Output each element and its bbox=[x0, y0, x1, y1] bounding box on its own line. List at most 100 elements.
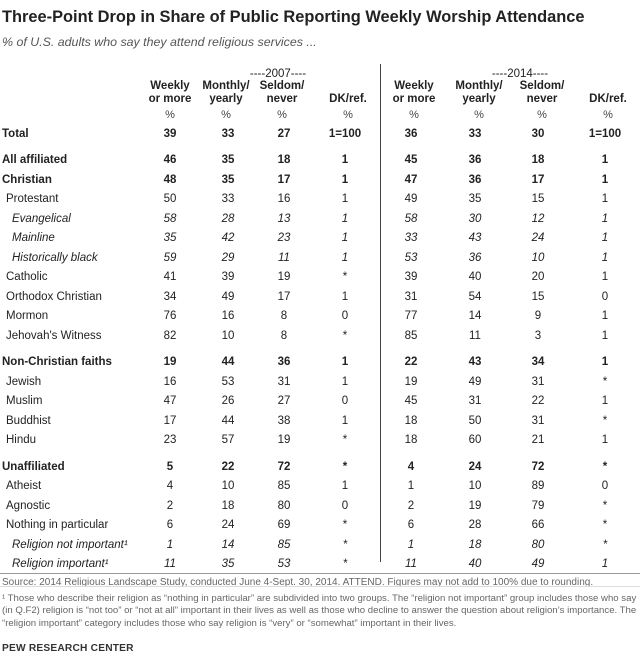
cell-y2007-3: * bbox=[342, 271, 348, 284]
cell-y2014-3: 1=100 bbox=[588, 127, 622, 140]
cell-y2007-1: 10 bbox=[221, 480, 235, 493]
cell-y2014-2: 80 bbox=[531, 538, 545, 551]
cell-y2007-1: 44 bbox=[221, 356, 235, 369]
footnote: ¹ Those who describe their religion as “… bbox=[2, 593, 637, 629]
cell-y2014-0: 53 bbox=[404, 251, 418, 264]
cell-y2007-3: 1 bbox=[341, 251, 349, 264]
cell-y2014-0: 19 bbox=[404, 375, 418, 388]
row-label: Unaffiliated bbox=[2, 460, 65, 473]
cell-y2007-1: 49 bbox=[221, 290, 235, 303]
row-label: Hindu bbox=[6, 434, 37, 447]
cell-y2014-1: 36 bbox=[468, 173, 482, 186]
cell-y2014-0: 11 bbox=[405, 558, 417, 571]
cell-y2014-2: 15 bbox=[531, 290, 545, 303]
table-row: Buddhist 17 44 38 1 18 50 31 * bbox=[0, 411, 640, 431]
cell-y2014-3: 1 bbox=[601, 356, 609, 369]
table-row: Christian 48 35 17 1 47 36 17 1 bbox=[0, 170, 640, 190]
cell-y2014-0: 45 bbox=[404, 395, 418, 408]
cell-y2014-1: 24 bbox=[468, 460, 482, 473]
cell-y2007-0: 58 bbox=[163, 212, 177, 225]
cell-y2014-0: 22 bbox=[404, 356, 418, 369]
cell-y2007-1: 24 bbox=[221, 519, 235, 532]
cell-y2014-1: 14 bbox=[468, 310, 482, 323]
cell-y2014-2: 79 bbox=[531, 499, 545, 512]
cell-y2007-0: 35 bbox=[163, 232, 177, 245]
cell-y2007-2: 72 bbox=[277, 460, 291, 473]
cell-y2007-1: 14 bbox=[221, 538, 235, 551]
cell-y2007-1: 53 bbox=[221, 375, 235, 388]
cell-y2014-0: 31 bbox=[404, 290, 418, 303]
cell-y2014-2: 34 bbox=[531, 356, 545, 369]
cell-y2014-1: 35 bbox=[468, 193, 482, 206]
cell-y2007-3: 1 bbox=[341, 356, 349, 369]
cell-y2014-0: 36 bbox=[404, 127, 418, 140]
cell-y2007-0: 17 bbox=[163, 414, 177, 427]
cell-y2014-0: 18 bbox=[404, 414, 418, 427]
row-label: Buddhist bbox=[6, 414, 51, 427]
cell-y2014-2: 15 bbox=[531, 193, 545, 206]
cell-y2014-3: 0 bbox=[601, 290, 609, 303]
col-monthly-2007: Monthly/yearly bbox=[202, 80, 250, 105]
cell-y2014-1: 11 bbox=[469, 329, 481, 342]
cell-y2014-0: 45 bbox=[404, 154, 418, 167]
cell-y2014-0: 47 bbox=[404, 173, 418, 186]
cell-y2014-0: 49 bbox=[404, 193, 418, 206]
cell-y2007-0: 4 bbox=[166, 480, 174, 493]
row-label: Religion not important¹ bbox=[12, 538, 128, 551]
cell-y2007-2: 53 bbox=[277, 558, 291, 571]
cell-y2007-2: 36 bbox=[277, 356, 291, 369]
table-row: Religion not important¹ 1 14 85 * 1 18 80 * bbox=[0, 535, 640, 555]
cell-y2014-1: 40 bbox=[468, 271, 482, 284]
cell-y2014-1: 31 bbox=[468, 395, 482, 408]
cell-y2014-0: 85 bbox=[404, 329, 418, 342]
cell-y2014-1: 60 bbox=[468, 434, 482, 447]
cell-y2007-3: * bbox=[342, 519, 348, 532]
cell-y2007-0: 11 bbox=[164, 558, 176, 571]
cell-y2014-0: 1 bbox=[407, 480, 415, 493]
cell-y2014-2: 49 bbox=[531, 558, 545, 571]
cell-y2014-1: 10 bbox=[468, 480, 482, 493]
cell-y2014-0: 58 bbox=[404, 212, 418, 225]
cell-y2014-2: 72 bbox=[531, 460, 545, 473]
cell-y2014-2: 20 bbox=[531, 271, 545, 284]
divider-line bbox=[0, 586, 640, 587]
cell-y2014-2: 9 bbox=[534, 310, 542, 323]
cell-y2007-1: 35 bbox=[221, 173, 235, 186]
cell-y2007-3: 1 bbox=[341, 375, 349, 388]
row-label: Jehovah's Witness bbox=[6, 329, 102, 342]
cell-y2007-2: 85 bbox=[277, 538, 291, 551]
pct-sign: % bbox=[221, 109, 231, 121]
cell-y2014-2: 21 bbox=[531, 434, 545, 447]
row-label: Christian bbox=[2, 173, 52, 186]
col-weekly-2007: Weekly or more bbox=[148, 80, 192, 105]
cell-y2014-2: 3 bbox=[534, 329, 542, 342]
table-row: Catholic 41 39 19 * 39 40 20 1 bbox=[0, 268, 640, 288]
cell-y2007-3: 1 bbox=[341, 154, 349, 167]
divider-line bbox=[0, 573, 640, 574]
cell-y2014-1: 36 bbox=[468, 154, 482, 167]
table-row: Nothing in particular 6 24 69 * 6 28 66 * bbox=[0, 516, 640, 536]
table-row: Religion important¹ 11 35 53 * 11 40 49 1 bbox=[0, 555, 640, 575]
cell-y2007-3: 1 bbox=[341, 193, 349, 206]
cell-y2007-3: * bbox=[342, 558, 348, 571]
cell-y2007-1: 26 bbox=[221, 395, 235, 408]
cell-y2014-3: * bbox=[602, 460, 608, 473]
cell-y2014-3: 1 bbox=[601, 173, 609, 186]
table-row: Protestant 50 33 16 1 49 35 15 1 bbox=[0, 190, 640, 210]
cell-y2014-0: 2 bbox=[407, 499, 415, 512]
cell-y2014-3: * bbox=[602, 375, 608, 388]
cell-y2007-2: 8 bbox=[280, 329, 288, 342]
col-dk-2007: DK/ref. bbox=[329, 93, 367, 105]
cell-y2014-1: 28 bbox=[468, 519, 482, 532]
cell-y2007-2: 13 bbox=[277, 212, 291, 225]
row-label: Mainline bbox=[12, 232, 55, 245]
cell-y2007-0: 47 bbox=[163, 395, 177, 408]
row-label: Jewish bbox=[6, 375, 42, 388]
cell-y2007-1: 44 bbox=[221, 414, 235, 427]
cell-y2007-0: 59 bbox=[163, 251, 177, 264]
cell-y2007-0: 2 bbox=[166, 499, 174, 512]
cell-y2007-3: 1 bbox=[341, 212, 349, 225]
cell-y2014-1: 43 bbox=[468, 232, 482, 245]
cell-y2007-1: 33 bbox=[221, 127, 235, 140]
table-row: Jewish 16 53 31 1 19 49 31 * bbox=[0, 372, 640, 392]
